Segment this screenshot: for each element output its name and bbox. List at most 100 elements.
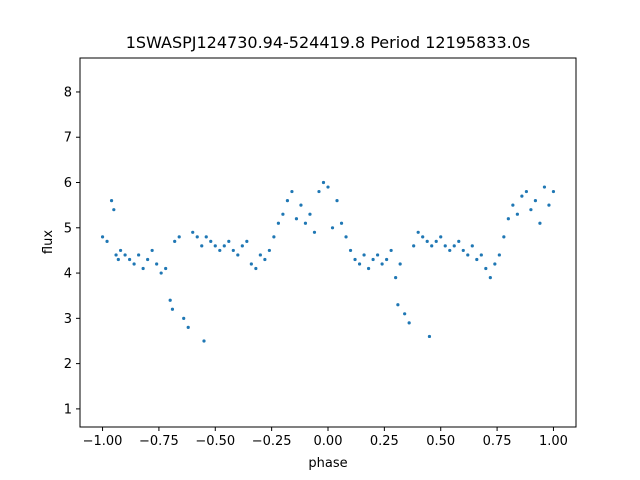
data-point [339,221,344,225]
data-point [371,257,375,262]
data-point [128,257,132,262]
data-point [281,212,285,216]
data-point [209,239,213,243]
data-point [155,262,159,266]
data-point [168,298,172,302]
data-point [524,189,529,194]
y-tick-label: 8 [64,85,72,100]
data-point [267,248,271,253]
data-point [159,271,163,275]
data-point [457,239,461,243]
data-point [290,189,294,194]
data-point [272,235,276,239]
data-point [461,248,465,253]
data-point [475,257,479,262]
data-point [520,194,524,198]
x-tick-label: 0.50 [426,434,455,449]
y-tick-label: 5 [64,221,72,236]
data-point [488,275,492,280]
y-tick-label: 1 [64,402,72,417]
data-point [202,339,206,343]
data-point [173,239,177,243]
data-point [191,230,195,234]
data-point [245,239,249,243]
data-point [497,253,501,257]
data-point [470,244,474,248]
x-tick-label: −0.75 [139,434,179,449]
data-point [123,253,127,257]
data-point [146,257,150,262]
data-point [116,257,120,262]
data-point [263,257,267,262]
data-point [385,257,389,262]
data-point [312,230,317,234]
y-tick-label: 3 [64,312,72,327]
data-point [132,262,136,266]
data-point [177,235,181,239]
data-point [416,230,420,234]
data-point [403,312,407,316]
data-point [118,248,123,253]
data-point [182,316,186,320]
data-point [425,239,429,243]
data-point [100,235,105,239]
data-point [231,248,235,253]
y-tick-label: 6 [64,176,72,191]
data-point [150,248,154,253]
y-axis-label: flux [41,230,56,254]
data-point [114,253,118,257]
data-point [186,325,190,329]
x-tick-label: −1.00 [83,434,123,449]
data-point [137,253,141,257]
x-axis-label: phase [308,456,347,471]
x-tick-label: 0.75 [483,434,512,449]
data-point [317,189,321,194]
data-point [170,307,175,311]
data-point [396,303,400,307]
y-axis: 1 2 3 4 5 6 7 8 [64,85,80,417]
plot-frame [79,57,577,428]
data-point [529,208,533,212]
chart-title: 1SWASPJ124730.94-524419.8 Period 1219583… [126,33,531,52]
x-tick-label: 0.00 [314,434,343,449]
data-point [430,244,434,248]
data-point [376,253,380,257]
data-point [366,266,371,271]
data-point [362,253,366,257]
plot-area [100,180,556,343]
data-point [294,217,299,221]
y-tick-label: 4 [64,267,72,282]
data-point [357,262,362,266]
data-point [398,262,402,266]
data-point [330,226,335,230]
data-point [353,257,357,262]
data-point [222,244,226,248]
data-point [249,262,253,266]
data-point [335,199,339,203]
data-point [141,266,145,271]
data-point [213,244,217,248]
data-point [493,262,497,266]
data-point [466,253,470,257]
data-point [443,244,447,248]
data-point [204,235,208,239]
data-point [299,203,303,207]
data-point [389,248,393,253]
data-point [421,235,425,239]
data-point [380,262,384,266]
data-point [434,239,438,243]
data-point [303,221,308,225]
y-tick-label: 2 [64,357,72,372]
data-point [439,235,443,239]
data-point [412,244,416,248]
data-point [348,248,353,253]
data-point [321,180,326,185]
data-point [344,235,348,239]
data-point [547,203,551,207]
data-point [105,239,109,243]
data-point [506,217,510,221]
data-point [448,248,452,253]
data-point [538,221,542,225]
